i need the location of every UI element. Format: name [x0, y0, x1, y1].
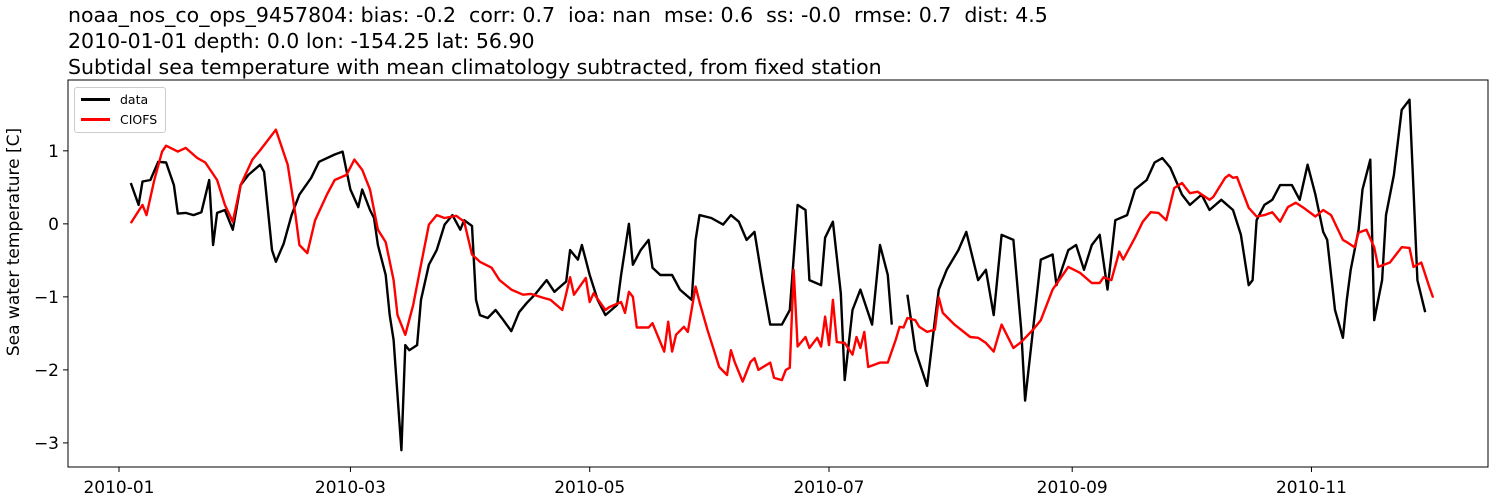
- series-layer: [129, 98, 1435, 452]
- series-line-data: [129, 98, 1427, 452]
- x-tick-label: 2010-01: [83, 478, 154, 498]
- legend-item-data: data: [81, 92, 148, 107]
- y-tick-label: 0: [48, 215, 59, 235]
- y-tick-label: −3: [34, 434, 59, 454]
- legend: data CIOFS: [74, 87, 166, 133]
- legend-label-ciofs: CIOFS: [120, 112, 158, 127]
- chart-title-line-3: Subtidal sea temperature with mean clima…: [68, 55, 882, 79]
- plot-frame: [67, 79, 1489, 468]
- legend-swatch-data: [81, 98, 110, 101]
- chart-title-line-1: noaa_nos_co_ops_9457804: bias: -0.2 corr…: [68, 3, 1048, 27]
- x-tick-label: 2010-05: [554, 478, 625, 498]
- x-tick-label: 2010-11: [1276, 478, 1347, 498]
- legend-item-ciofs: CIOFS: [81, 112, 157, 127]
- y-tick-label: 1: [48, 142, 59, 162]
- chart-title-line-2: 2010-01-01 depth: 0.0 lon: -154.25 lat: …: [68, 29, 535, 53]
- y-axis-label: Sea water temperature [C]: [4, 127, 24, 357]
- tick-layer: 2010-01 2010-03 2010-05 2010-07 2010-09 2010-…: [34, 142, 1347, 498]
- x-tick-label: 2010-03: [315, 478, 386, 498]
- x-tick-label: 2010-07: [793, 478, 864, 498]
- y-tick-label: −1: [34, 288, 59, 308]
- legend-label-data: data: [120, 92, 149, 107]
- x-tick-label: 2010-09: [1037, 478, 1108, 498]
- y-tick-label: −2: [34, 361, 59, 381]
- legend-swatch-ciofs: [81, 118, 110, 121]
- series-line-ciofs: [129, 128, 1435, 383]
